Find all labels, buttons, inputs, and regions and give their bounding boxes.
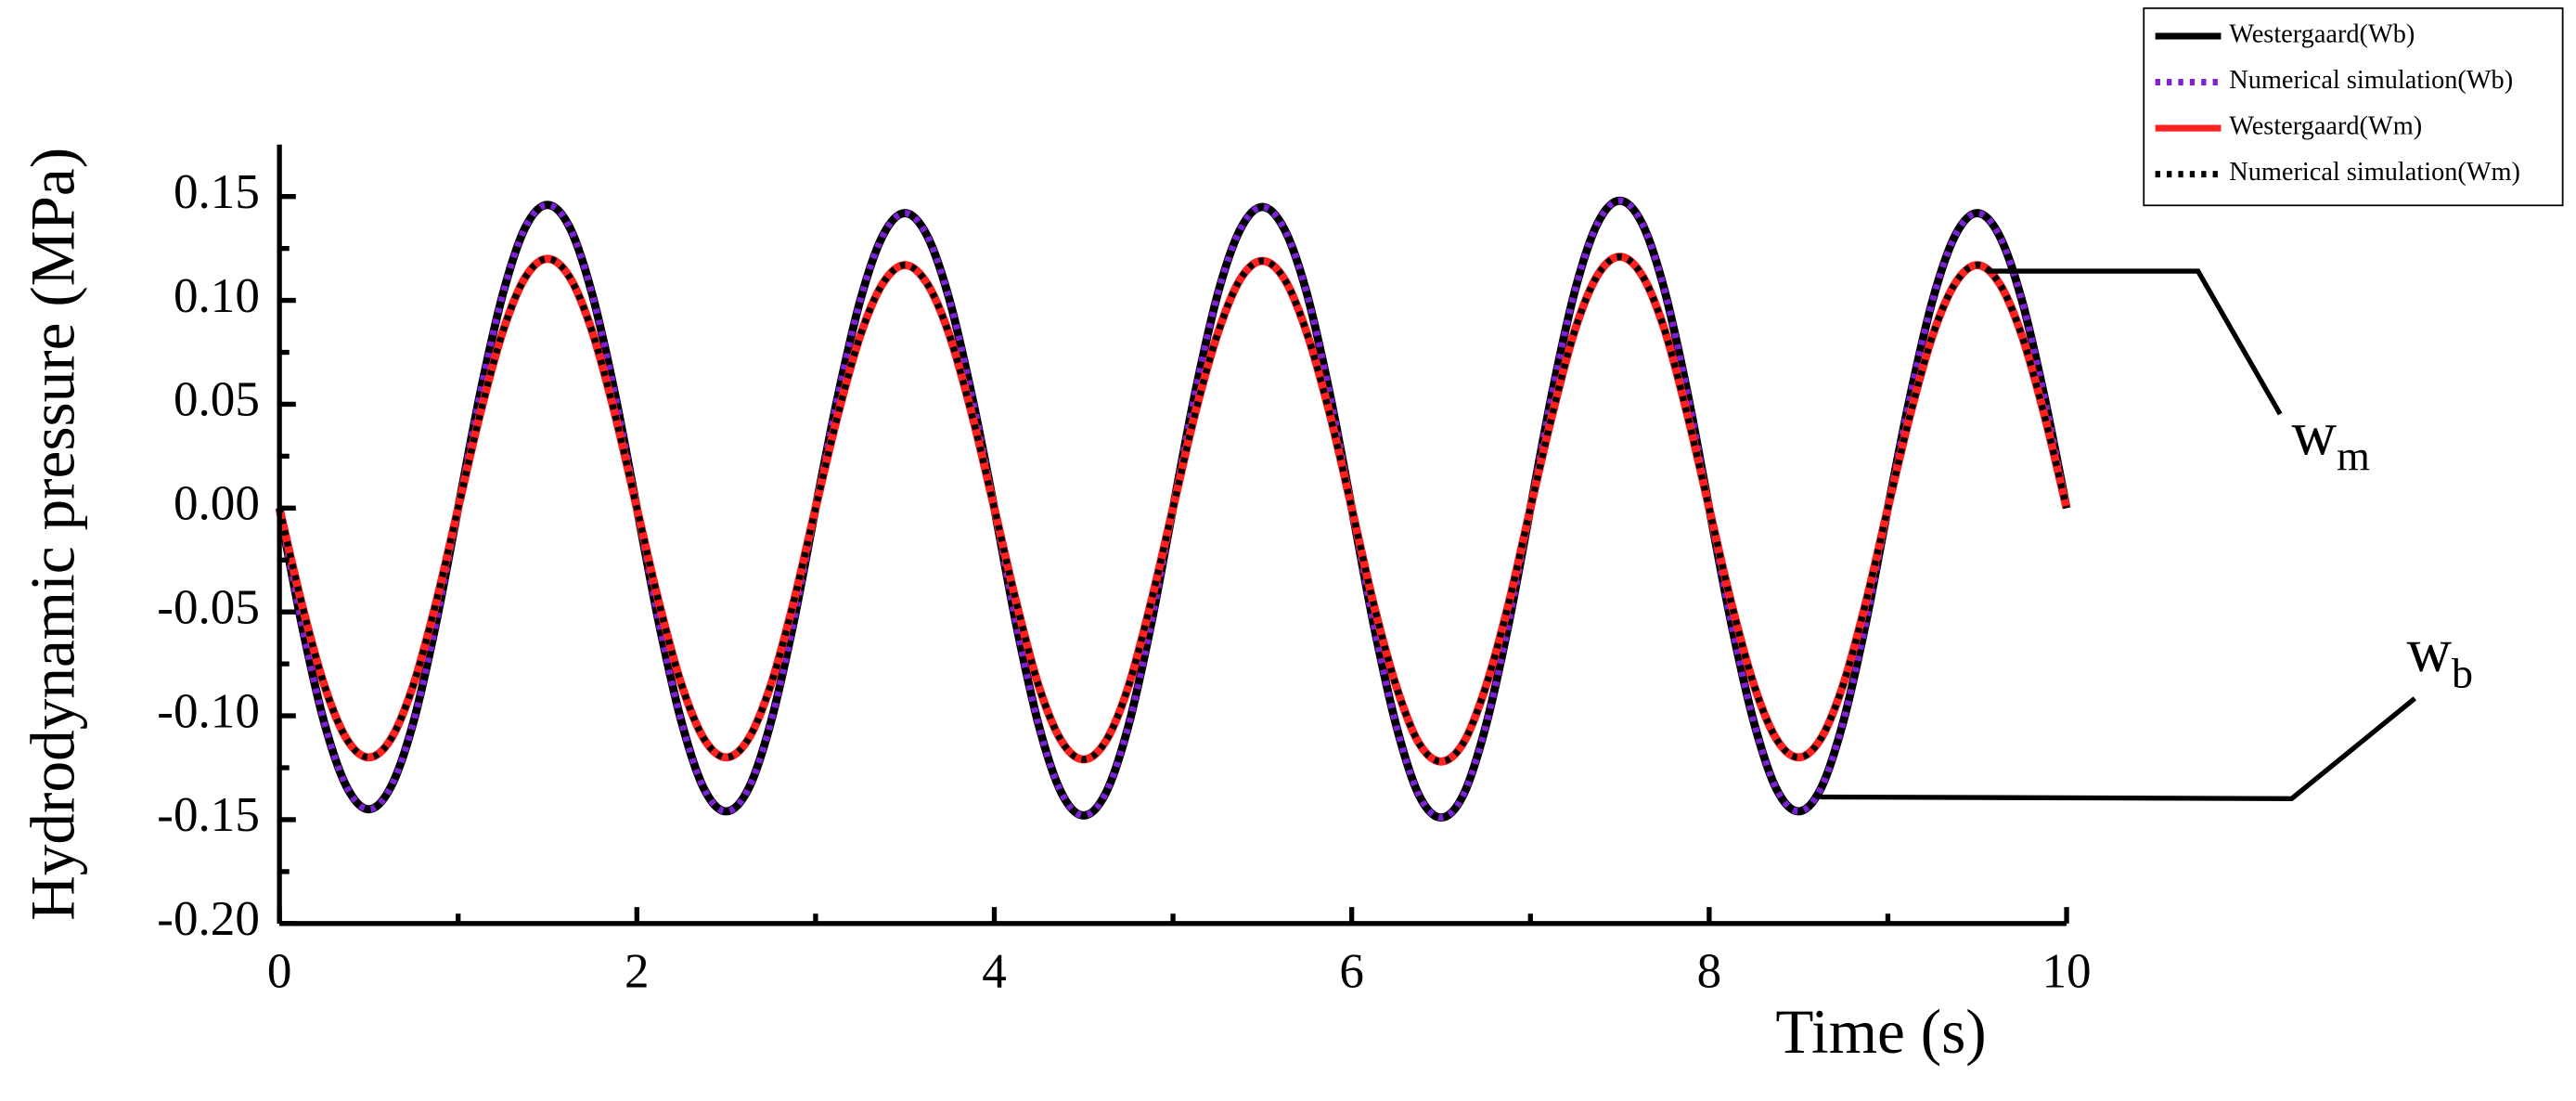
legend: Westergaard(Wb) Numerical simulation(Wb) W… — [2155, 19, 2520, 187]
legend-label: Numerical simulation(Wb) — [2229, 66, 2513, 95]
y-tick-label: -0.20 — [157, 892, 260, 946]
x-tick-label: 2 — [625, 945, 650, 999]
annotation-sub: m — [2337, 432, 2370, 479]
y-tick-label: -0.10 — [157, 684, 260, 738]
y-tick-label: -0.05 — [157, 580, 260, 634]
leader-line — [1820, 696, 2416, 801]
legend-label: Westergaard(Wb) — [2229, 19, 2415, 48]
legend-label: Westergaard(Wm) — [2229, 112, 2422, 141]
y-tick-label: 0.05 — [174, 373, 260, 427]
legend-label: Numerical simulation(Wm) — [2229, 158, 2520, 187]
x-tick-label: 10 — [2042, 945, 2092, 999]
x-axis-label: Time (s) — [1775, 997, 1986, 1067]
x-tick-label: 6 — [1339, 945, 1364, 999]
series-line — [275, 253, 2071, 766]
x-tick-label: 4 — [982, 945, 1007, 999]
annotation-text: w — [2292, 399, 2338, 469]
y-axis-label: Hydrodynamic pressure (MPa) — [18, 148, 87, 921]
annotation: wb — [2406, 615, 2473, 695]
y-tick-label: -0.15 — [157, 788, 260, 842]
leader-line — [1988, 268, 2283, 416]
plot-area — [275, 196, 2071, 823]
annotation-text: w — [2406, 615, 2452, 685]
y-tick-label: 0.10 — [174, 269, 260, 323]
y-tick-label: 0.15 — [174, 165, 260, 219]
annotation-sub: b — [2452, 649, 2473, 696]
x-tick-label: 8 — [1697, 945, 1722, 999]
y-tick-label: 0.00 — [174, 477, 260, 531]
x-tick-label: 0 — [267, 945, 292, 999]
annotation: wm — [2292, 399, 2371, 479]
series-line — [276, 253, 2070, 765]
